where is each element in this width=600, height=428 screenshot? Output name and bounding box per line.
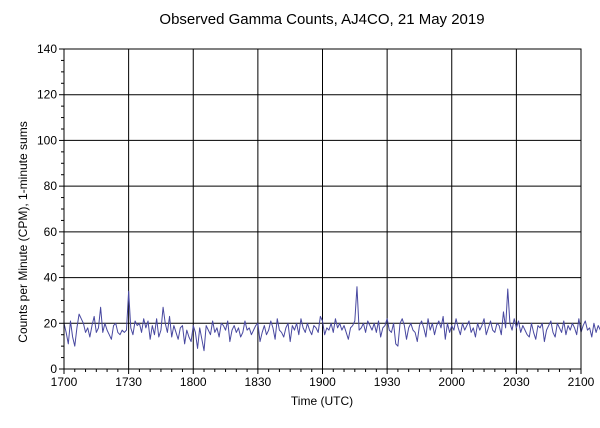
x-tick-label: 1700 xyxy=(51,375,78,389)
y-axis-label: Counts per Minute (CPM), 1-minute sums xyxy=(16,121,30,342)
y-tick-label: 0 xyxy=(50,362,57,376)
x-tick-label: 2000 xyxy=(438,375,465,389)
x-tick-label: 1930 xyxy=(374,375,401,389)
y-tick-label: 60 xyxy=(44,225,58,239)
y-tick-label: 100 xyxy=(37,133,57,147)
x-tick-label: 1900 xyxy=(309,375,336,389)
y-tick-label: 40 xyxy=(44,271,58,285)
y-tick-label: 80 xyxy=(44,179,58,193)
x-tick-label: 1730 xyxy=(115,375,142,389)
x-axis-label: Time (UTC) xyxy=(291,394,353,408)
x-axis: 1700 1730 1800 1830 1900 1930 2000 2030 2100 xyxy=(51,369,595,389)
x-tick-label: 1800 xyxy=(180,375,207,389)
x-tick-label: 2100 xyxy=(568,375,595,389)
series-line xyxy=(63,286,600,352)
y-axis: 0 20 40 60 80 100 120 140 xyxy=(37,42,64,376)
gridlines xyxy=(64,49,581,369)
series-layer xyxy=(63,286,600,352)
y-tick-label: 20 xyxy=(44,316,58,330)
x-tick-label: 1830 xyxy=(245,375,272,389)
y-tick-label: 140 xyxy=(37,42,57,56)
x-tick-label: 2030 xyxy=(503,375,530,389)
y-tick-label: 120 xyxy=(37,88,57,102)
chart-title: Observed Gamma Counts, AJ4CO, 21 May 201… xyxy=(159,11,484,28)
